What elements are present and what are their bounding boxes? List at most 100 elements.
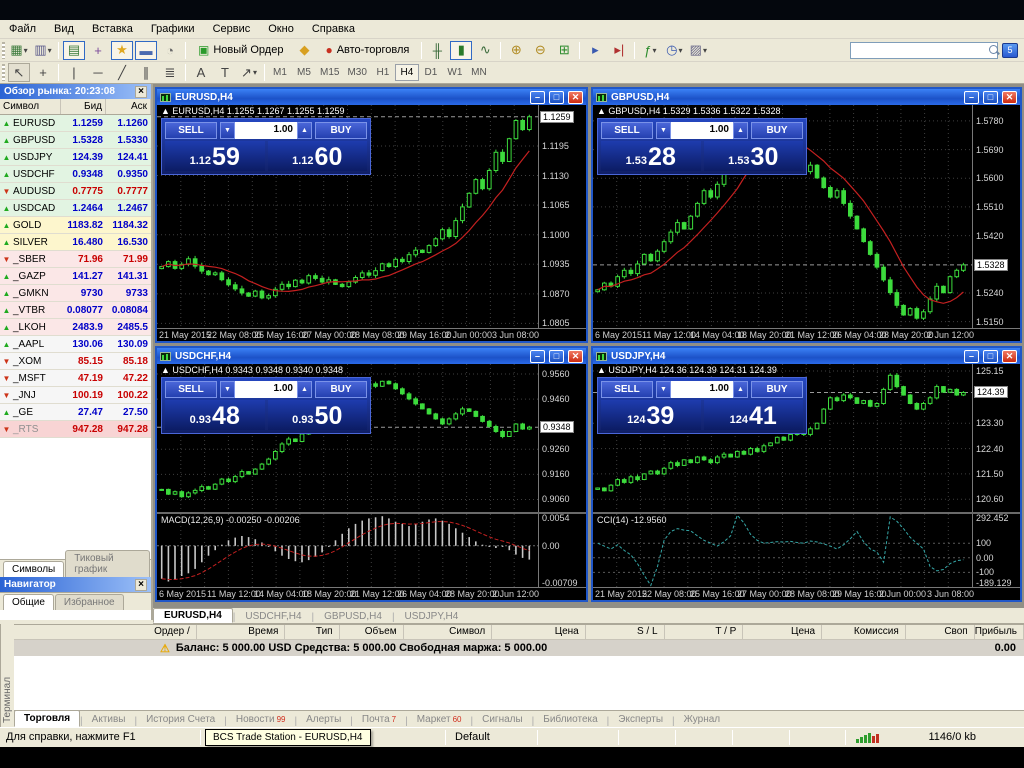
minimize-icon[interactable]: – <box>530 349 545 363</box>
menu-help[interactable]: Справка <box>311 23 355 35</box>
timeframe-mn[interactable]: MN <box>471 67 487 78</box>
chart-tab[interactable]: EURUSD,H4 <box>153 608 233 623</box>
market-watch-row[interactable]: ▲ _VTBR 0.08077 0.08084 <box>0 302 151 319</box>
sell-button[interactable]: SELL <box>601 122 653 139</box>
minimize-icon[interactable]: – <box>530 90 545 104</box>
navigator-icon[interactable]: ★ <box>111 40 133 60</box>
price-plot[interactable]: ▲ USDCHF,H4 0.9343 0.9348 0.9340 0.9348 S… <box>157 364 586 512</box>
market-watch-row[interactable]: ▼ _JNJ 100.19 100.22 <box>0 387 151 404</box>
menu-window[interactable]: Окно <box>268 23 294 35</box>
market-watch-row[interactable]: ▲ _LKOH 2483.9 2485.5 <box>0 319 151 336</box>
window-titlebar[interactable]: GBPUSD,H4 – □ ✕ <box>593 89 1020 105</box>
price-scale[interactable]: 125.15 123.30 122.40 121.50 120.60 124.39 <box>972 364 1020 512</box>
buy-price[interactable]: 1.12 60 <box>267 141 367 171</box>
cursor-tool-icon[interactable]: ↖ <box>8 63 30 82</box>
market-watch-row[interactable]: ▼ _SBER 71.96 71.99 <box>0 251 151 268</box>
cci-plot[interactable]: 292.452 100 0.00 -100 -189.129 CCI(14) -12.95… <box>593 512 1020 588</box>
navigator-tab[interactable]: Избранное <box>54 594 124 610</box>
indicator-scale[interactable]: 0.0054 0.00 -0.00709 <box>538 513 586 588</box>
price-plot[interactable]: ▲ USDJPY,H4 124.36 124.39 124.31 124.39 S… <box>593 364 1020 512</box>
line-chart-icon[interactable]: ∿ <box>479 42 491 57</box>
menu-insert[interactable]: Вставка <box>91 23 133 35</box>
periods-icon[interactable]: ◷ ▾ <box>666 42 683 57</box>
market-watch-row[interactable]: ▼ AUDUSD 0.7775 0.7777 <box>0 183 151 200</box>
chart-tab[interactable]: USDCHF,H4 <box>245 611 302 622</box>
timeframe-m5[interactable]: M5 <box>297 67 311 78</box>
terminal-tab-mailbox[interactable]: Почта 7 <box>361 714 397 725</box>
maximize-icon[interactable]: □ <box>983 349 998 363</box>
terminal-tab-alerts[interactable]: Алерты <box>306 714 342 725</box>
buy-button[interactable]: BUY <box>315 122 367 139</box>
terminal-tab-signals[interactable]: Сигналы <box>482 714 523 725</box>
time-axis[interactable]: 21 May 2015 22 May 08:00 25 May 16:00 27 Ma… <box>593 587 1020 600</box>
terminal-tab-journal[interactable]: Журнал <box>683 714 721 725</box>
sell-price[interactable]: 1.12 59 <box>165 141 265 171</box>
market-watch-row[interactable]: ▲ USDJPY 124.39 124.41 <box>0 149 151 166</box>
window-titlebar[interactable]: USDJPY,H4 – □ ✕ <box>593 348 1020 364</box>
terminal-tab-experts[interactable]: Эксперты <box>618 714 664 725</box>
auto-trading-button[interactable]: ● Авто-торговля <box>325 43 410 57</box>
menu-charts[interactable]: Графики <box>150 23 195 35</box>
close-icon[interactable]: × <box>135 85 147 98</box>
terminal-column[interactable]: Своп <box>906 625 975 639</box>
volume-field[interactable]: 1.00 <box>235 122 297 139</box>
sell-price[interactable]: 0.93 48 <box>165 400 265 430</box>
terminal-column[interactable]: Ордер / <box>0 625 197 639</box>
buy-price[interactable]: 124 41 <box>703 400 803 430</box>
market-watch-row[interactable]: ▲ _GE 27.47 27.50 <box>0 404 151 421</box>
buy-button[interactable]: BUY <box>751 122 803 139</box>
terminal-tab-trade[interactable]: Торговля <box>14 710 81 727</box>
search-input[interactable] <box>851 43 989 57</box>
window-titlebar[interactable]: USDCHF,H4 – □ ✕ <box>157 348 586 364</box>
menu-service[interactable]: Сервис <box>212 23 251 35</box>
arrows-icon[interactable]: ↗ ▾ <box>241 64 257 80</box>
candlestick-chart-icon[interactable]: ▮ <box>450 40 473 60</box>
community-icon[interactable]: 5 <box>1002 42 1018 58</box>
indicators-icon[interactable]: ƒ ▾ <box>644 42 657 58</box>
market-watch-row[interactable]: ▲ _AAPL 130.06 130.09 <box>0 336 151 353</box>
horizontal-line-icon[interactable]: ─ <box>93 65 103 80</box>
volume-up-icon[interactable]: ▲ <box>733 122 748 139</box>
volume-down-icon[interactable]: ▼ <box>656 122 671 139</box>
sell-button[interactable]: SELL <box>165 122 217 139</box>
close-icon[interactable]: × <box>135 578 147 591</box>
terminal-column[interactable]: Время <box>197 625 286 639</box>
market-watch-row[interactable]: ▲ _GMKN 9730 9733 <box>0 285 151 302</box>
search-icon[interactable] <box>989 44 998 56</box>
chart-shift-icon[interactable]: ▸| <box>614 42 625 57</box>
price-scale[interactable]: 1.5780 1.5690 1.5600 1.5510 1.5420 1.5240 1.51… <box>972 105 1020 328</box>
timeframe-w1[interactable]: W1 <box>447 67 463 78</box>
timeframe-m30[interactable]: M30 <box>347 67 367 78</box>
market-watch-row[interactable]: ▼ _XOM 85.15 85.18 <box>0 353 151 370</box>
time-axis[interactable]: 21 May 2015 22 May 08:00 25 May 16:00 27 Ma… <box>157 328 586 341</box>
volume-down-icon[interactable]: ▼ <box>220 122 235 139</box>
time-axis[interactable]: 6 May 2015 11 May 12:00 14 May 04:00 18 May… <box>593 328 1020 341</box>
market-watch-tab[interactable]: Символы <box>3 561 65 577</box>
tile-windows-icon[interactable]: ⊞ <box>558 42 570 57</box>
terminal-column[interactable]: Тип <box>285 625 340 639</box>
strategy-tester-icon[interactable]: ◔ <box>166 42 174 58</box>
terminal-column[interactable]: Прибыль <box>975 625 1024 639</box>
buy-button[interactable]: BUY <box>315 381 367 398</box>
buy-button[interactable]: BUY <box>751 381 803 398</box>
timeframe-h1[interactable]: H1 <box>376 67 390 78</box>
profiles-icon[interactable]: ▥ ▾ <box>34 42 52 57</box>
menu-file[interactable]: Файл <box>9 23 37 35</box>
sell-button[interactable]: SELL <box>601 381 653 398</box>
buy-price[interactable]: 1.53 30 <box>703 141 803 171</box>
chart-tab[interactable]: GBPUSD,H4 <box>324 611 382 622</box>
close-icon[interactable]: ✕ <box>568 90 583 104</box>
terminal-vertical-tab[interactable]: Терминал <box>0 624 14 727</box>
volume-up-icon[interactable]: ▲ <box>297 122 312 139</box>
terminal-column[interactable]: S / L <box>586 625 665 639</box>
terminal-tab-assets[interactable]: Активы <box>91 714 126 725</box>
terminal-column[interactable]: Цена <box>743 625 823 639</box>
price-plot[interactable]: ▲ EURUSD,H4 1.1255 1.1267 1.1255 1.1259 S… <box>157 105 586 328</box>
window-titlebar[interactable]: EURUSD,H4 – □ ✕ <box>157 89 586 105</box>
terminal-column[interactable]: T / P <box>665 625 744 639</box>
indicator-scale[interactable]: 292.452 100 0.00 -100 -189.129 <box>972 513 1020 588</box>
volume-field[interactable]: 1.00 <box>671 122 733 139</box>
close-icon[interactable]: ✕ <box>1002 349 1017 363</box>
timeframe-m1[interactable]: M1 <box>273 67 287 78</box>
market-watch-row[interactable]: ▲ GBPUSD 1.5328 1.5330 <box>0 132 151 149</box>
